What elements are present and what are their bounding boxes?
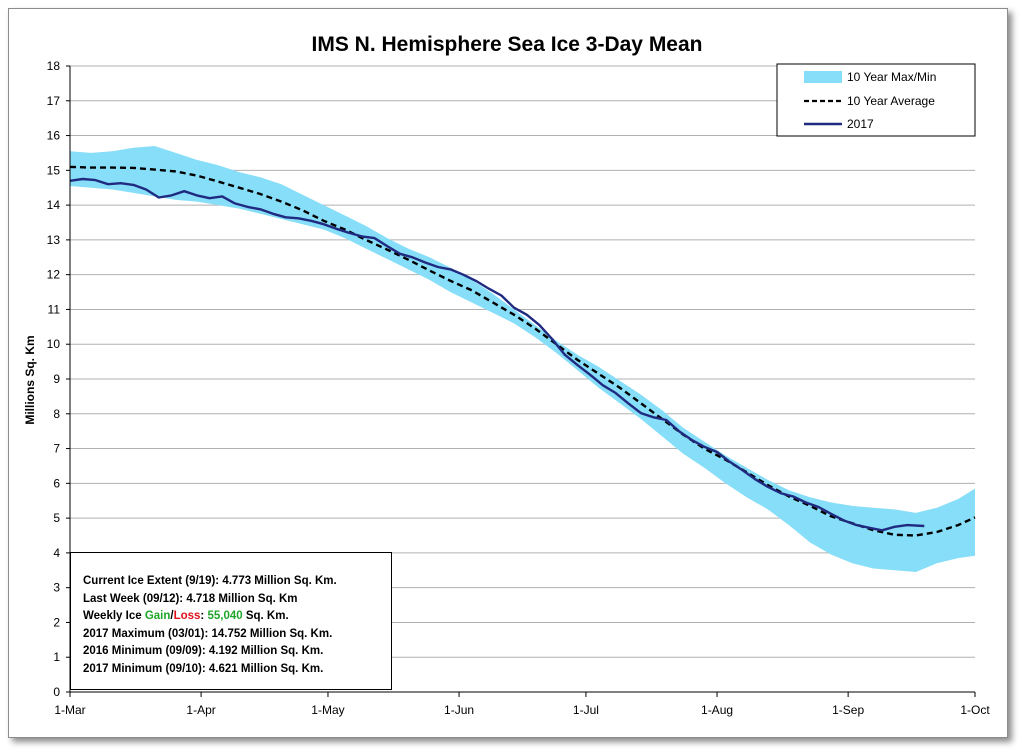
y-tick-label: 9 (53, 372, 60, 386)
x-tick-label: 1-Mar (54, 703, 85, 717)
y-tick-label: 18 (47, 59, 61, 73)
legend-label-average: 10 Year Average (847, 94, 935, 108)
x-tick-label: 1-May (311, 703, 344, 717)
weekly-change-value: 55,040 (207, 610, 243, 623)
info-current-extent: Current Ice Extent (9/19): 4.773 Million… (83, 575, 337, 587)
y-tick-label: 15 (47, 163, 61, 177)
y-tick-label: 4 (53, 546, 60, 560)
y-tick-label: 11 (48, 302, 61, 316)
band-layer (70, 146, 975, 572)
info-last-week: Last Week (09/12): 4.718 Million Sq. Km (83, 592, 298, 605)
x-tick-label: 1-Jun (444, 703, 474, 717)
x-tick-label: 1-Apr (186, 703, 215, 717)
y-tick-label: 12 (47, 268, 61, 282)
info-weekly-change: Weekly Ice Gain/Loss: 55,040 Sq. Km. (83, 610, 289, 623)
x-tick-label: 1-Oct (960, 703, 990, 717)
y-tick-label: 8 (53, 407, 60, 421)
y-tick-label: 13 (47, 233, 61, 247)
line-layer (69, 165, 976, 537)
y-tick-label: 0 (53, 685, 60, 699)
y-tick-label: 2 (53, 615, 60, 629)
y-tick-label: 16 (47, 129, 61, 143)
series-2017-line (69, 177, 925, 532)
y-tick-label: 6 (53, 476, 60, 490)
y-axis-title: Millions Sq. Km (23, 335, 37, 424)
series-10-year-average-line (69, 165, 976, 537)
legend-label-2017: 2017 (847, 117, 874, 131)
info-2017-minimum: 2017 Minimum (09/10): 4.621 Million Sq. … (83, 662, 324, 675)
y-tick-label: 3 (53, 581, 60, 595)
y-tick-label: 10 (47, 337, 61, 351)
x-tick-label: 1-Sep (832, 703, 864, 717)
x-tick-label: 1-Aug (701, 703, 733, 717)
x-tick-label: 1-Jul (573, 703, 599, 717)
legend: 10 Year Max/Min 10 Year Average 2017 (776, 63, 976, 137)
loss-word: Loss (173, 610, 201, 623)
legend-label-band: 10 Year Max/Min (847, 70, 936, 84)
y-tick-label: 17 (47, 94, 61, 108)
info-2016-minimum: 2016 Minimum (09/09): 4.192 Million Sq. … (83, 645, 324, 658)
chart-title: IMS N. Hemisphere Sea Ice 3-Day Mean (312, 33, 703, 56)
y-tick-label: 1 (53, 650, 60, 664)
info-2017-maximum: 2017 Maximum (03/01): 14.752 Million Sq.… (83, 627, 333, 640)
y-tick-label: 5 (53, 511, 60, 525)
gain-word: Gain (144, 610, 171, 623)
y-tick-label: 14 (47, 198, 61, 212)
legend-swatch-band (804, 71, 842, 83)
info-box: Current Ice Extent (9/19): 4.773 Million… (70, 552, 392, 690)
y-tick-label: 7 (53, 442, 60, 456)
series-10-year-max-min-band (70, 146, 975, 572)
